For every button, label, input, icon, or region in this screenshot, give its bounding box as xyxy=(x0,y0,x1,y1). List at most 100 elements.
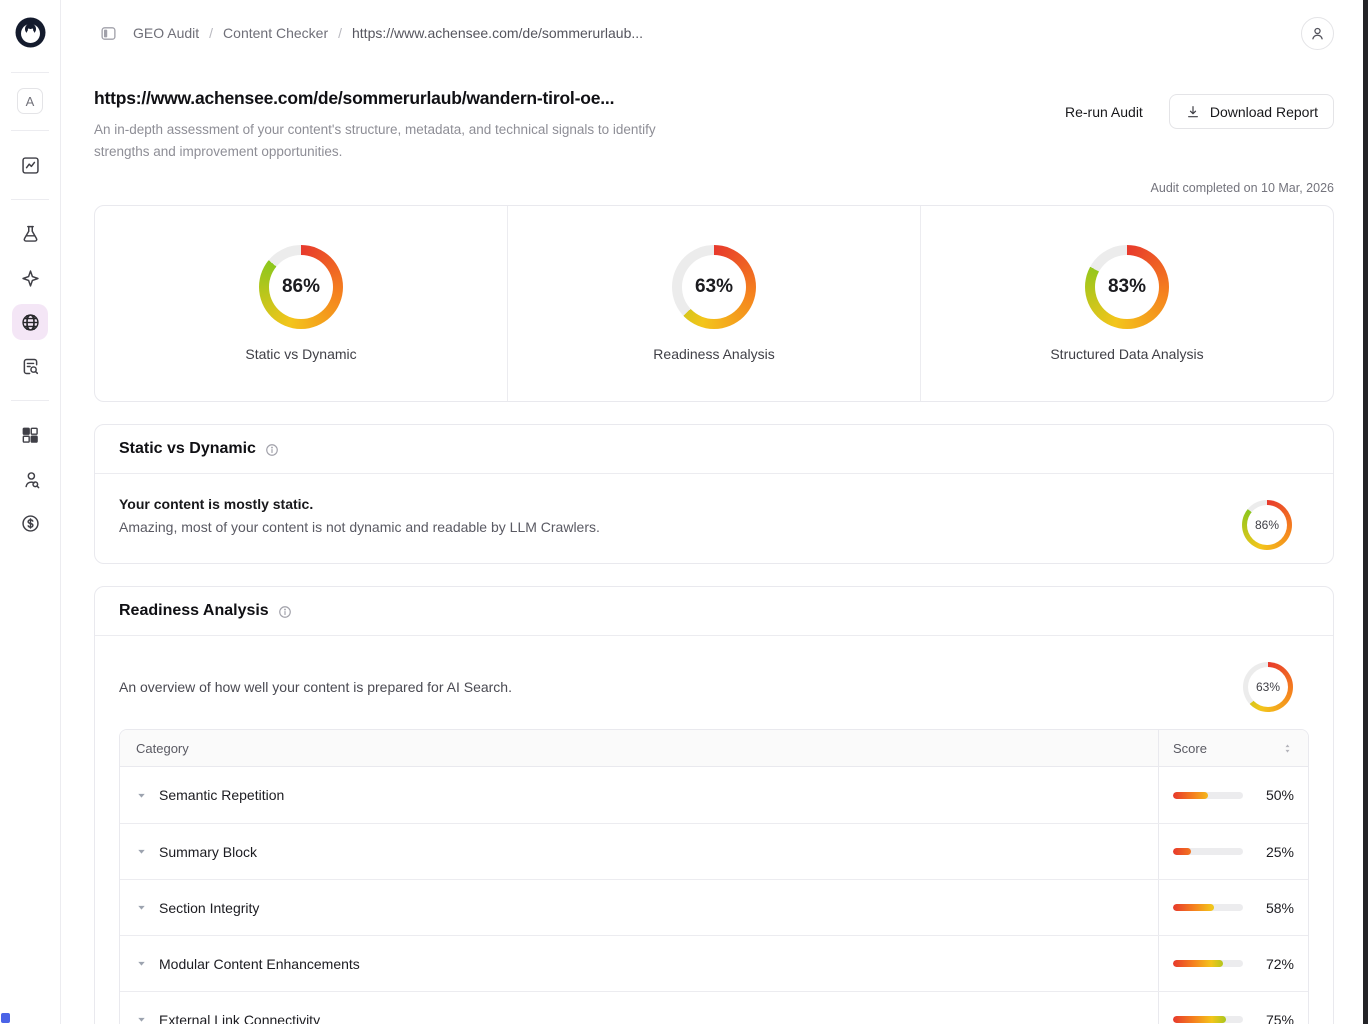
breadcrumb-url: https://www.achensee.com/de/sommerurlaub… xyxy=(352,25,644,41)
sidebar-item-lab[interactable] xyxy=(12,216,48,252)
breadcrumb-separator: / xyxy=(209,25,214,41)
sidebar-item-content-checker[interactable] xyxy=(12,348,48,384)
score-bar-fill xyxy=(1173,904,1214,911)
score-bar xyxy=(1173,904,1243,911)
user-search-icon xyxy=(20,469,41,490)
sidebar-item-ai[interactable] xyxy=(12,260,48,296)
gauge-label: Readiness Analysis xyxy=(653,346,775,362)
divider xyxy=(11,400,49,401)
globe-icon xyxy=(20,312,41,333)
section-title: Static vs Dynamic xyxy=(119,440,256,457)
section-title: Readiness Analysis xyxy=(119,602,269,619)
table-row[interactable]: Modular Content Enhancements 72% xyxy=(120,935,1308,991)
column-header-score[interactable]: Score xyxy=(1158,730,1308,766)
download-report-label: Download Report xyxy=(1209,103,1318,120)
table-row[interactable]: Semantic Repetition 50% xyxy=(120,767,1308,823)
breadcrumb-separator: / xyxy=(338,25,342,41)
sidebar-item-billing[interactable] xyxy=(12,505,48,541)
info-icon[interactable] xyxy=(265,443,279,457)
score-bar xyxy=(1173,960,1243,967)
bottom-left-widget-peek xyxy=(1,1013,10,1023)
sidebar-item-geo-audit[interactable] xyxy=(12,304,48,340)
breadcrumb-content-checker[interactable]: Content Checker xyxy=(223,25,329,41)
sidebar-item-analytics[interactable] xyxy=(12,147,48,183)
audit-completed-date: Audit completed on 10 Mar, 2026 xyxy=(1150,181,1334,195)
table-row[interactable]: External Link Connectivity 75% xyxy=(120,991,1308,1024)
summary-static-vs-dynamic: 86% Static vs Dynamic xyxy=(95,206,507,401)
divider xyxy=(11,199,49,200)
table-header-row: Category Score xyxy=(120,730,1308,767)
category-label: Semantic Repetition xyxy=(159,787,285,803)
avatar[interactable] xyxy=(1301,16,1334,50)
readiness-table: Category Score Sem xyxy=(119,729,1309,1024)
download-report-button[interactable]: Download Report xyxy=(1168,94,1334,129)
score-gauge: 63% xyxy=(672,245,756,329)
chevron-down-icon[interactable] xyxy=(136,846,147,857)
score-value: 50% xyxy=(1265,787,1294,803)
section-score-gauge: 86% xyxy=(1242,500,1292,550)
result-detail: Amazing, most of your content is not dyn… xyxy=(119,519,600,535)
score-bar-fill xyxy=(1173,960,1224,967)
gauge-label: Static vs Dynamic xyxy=(245,346,357,362)
grid-icon xyxy=(20,425,40,445)
score-value: 58% xyxy=(1265,899,1294,916)
summary-scores-card: 86% Static vs Dynamic 63% Readiness Anal… xyxy=(94,205,1334,402)
score-bar xyxy=(1173,848,1243,855)
score-gauge: 83% xyxy=(1085,245,1169,329)
chevron-down-icon[interactable] xyxy=(136,958,147,969)
divider xyxy=(11,130,49,131)
category-label: Modular Content Enhancements xyxy=(159,955,360,972)
divider xyxy=(11,72,49,73)
result-headline: Your content is mostly static. xyxy=(119,496,314,512)
chevron-down-icon[interactable] xyxy=(136,1014,147,1024)
rerun-audit-button[interactable]: Re-run Audit xyxy=(1065,103,1143,120)
topbar: GEO Audit / Content Checker / https://ww… xyxy=(61,0,1368,66)
score-bar-fill xyxy=(1173,791,1208,799)
page-head: https://www.achensee.com/de/sommerurlaub… xyxy=(94,88,1334,163)
flask-icon xyxy=(20,224,41,245)
scrollbar[interactable] xyxy=(1363,0,1368,1024)
analytics-icon xyxy=(20,155,41,176)
breadcrumb: GEO Audit / Content Checker / https://ww… xyxy=(133,25,643,41)
summary-readiness-analysis: 63% Readiness Analysis xyxy=(507,206,920,401)
chevron-down-icon[interactable] xyxy=(136,902,147,913)
sidebar-item-apps[interactable] xyxy=(12,417,48,453)
sort-icon[interactable] xyxy=(1281,742,1294,755)
sidebar-toggle-button[interactable] xyxy=(96,21,120,45)
page-title: https://www.achensee.com/de/sommerurlaub… xyxy=(94,88,615,108)
score-bar-fill xyxy=(1173,848,1191,855)
readiness-analysis-card: Readiness Analysis An overview of how we… xyxy=(94,586,1334,1024)
score-header-label: Score xyxy=(1173,740,1207,756)
breadcrumb-geo-audit[interactable]: GEO Audit xyxy=(133,25,200,41)
score-value: 25% xyxy=(1265,843,1294,860)
app-logo[interactable] xyxy=(15,17,46,48)
gauge-label: Structured Data Analysis xyxy=(1050,346,1204,362)
category-label: Summary Block xyxy=(159,843,258,860)
sidebar: A xyxy=(0,0,61,1024)
download-icon xyxy=(1185,104,1201,120)
score-bar xyxy=(1173,1016,1243,1023)
table-row[interactable]: Section Integrity 58% xyxy=(120,879,1308,935)
workspace-badge[interactable]: A xyxy=(17,88,43,114)
section-score-gauge: 63% xyxy=(1243,662,1293,712)
file-search-icon xyxy=(20,356,41,377)
gauge-value: 63% xyxy=(1255,680,1281,694)
category-label: Section Integrity xyxy=(159,899,260,916)
page-description: An in-depth assessment of your content's… xyxy=(94,122,656,159)
category-label: External Link Connectivity xyxy=(159,1011,321,1024)
table-row[interactable]: Summary Block 25% xyxy=(120,823,1308,879)
readiness-table-body: Semantic Repetition 50% Summary Block 25… xyxy=(120,767,1308,1024)
score-value: 75% xyxy=(1265,1011,1294,1024)
sidebar-item-audience[interactable] xyxy=(12,461,48,497)
column-header-category: Category xyxy=(136,740,189,756)
user-icon xyxy=(1309,25,1326,42)
info-icon[interactable] xyxy=(278,605,292,619)
chevron-down-icon[interactable] xyxy=(136,790,147,801)
score-value: 72% xyxy=(1265,955,1294,972)
dollar-circle-icon xyxy=(20,513,41,534)
gauge-value: 86% xyxy=(281,276,321,297)
summary-structured-data: 83% Structured Data Analysis xyxy=(920,206,1333,401)
score-bar xyxy=(1173,791,1243,799)
gauge-value: 86% xyxy=(1254,518,1280,532)
static-vs-dynamic-card: Static vs Dynamic Your content is mostly… xyxy=(94,424,1334,564)
